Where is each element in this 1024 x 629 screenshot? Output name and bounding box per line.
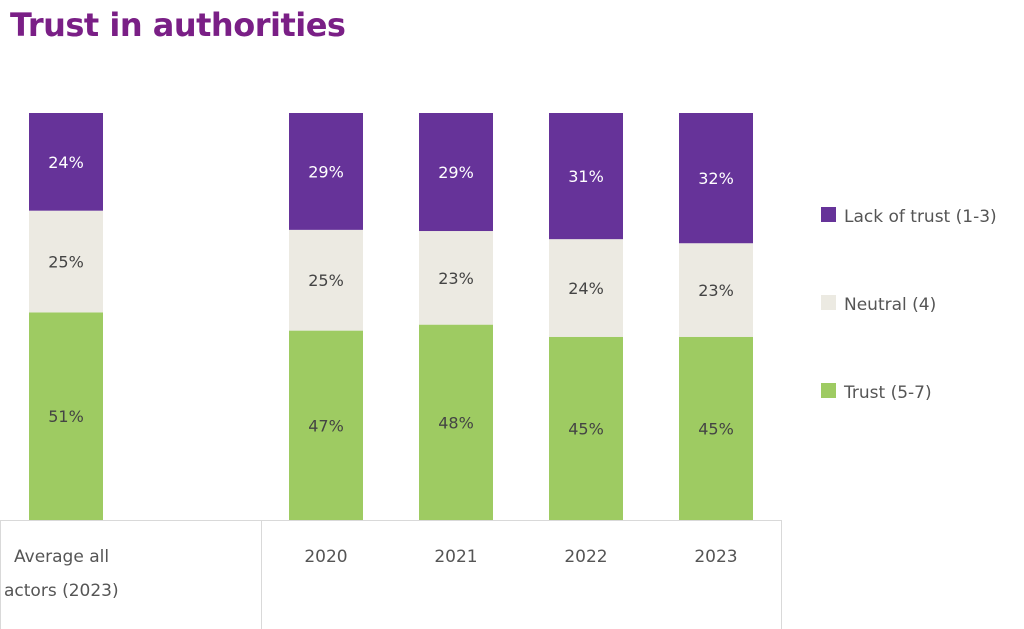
bar-segment — [419, 231, 493, 325]
bar-segment — [289, 229, 363, 331]
data-label: 47% — [308, 416, 344, 435]
data-label: 23% — [438, 269, 474, 288]
data-label: 48% — [438, 413, 474, 432]
legend-label: Neutral (4) — [844, 295, 936, 315]
bar-segment — [549, 239, 623, 337]
data-label: 32% — [698, 169, 734, 188]
data-label: 29% — [438, 163, 474, 182]
category-label: Average all — [14, 547, 109, 567]
data-label: 24% — [568, 279, 604, 298]
data-label: 45% — [698, 419, 734, 438]
data-label: 51% — [48, 407, 84, 426]
legend-swatch — [821, 207, 836, 222]
bar-segment — [29, 210, 103, 313]
legend-label: Trust (5-7) — [843, 383, 932, 403]
bar-segment — [419, 324, 493, 520]
bar-segment — [549, 113, 623, 240]
category-label: 2020 — [304, 547, 347, 567]
category-label: 2021 — [434, 547, 477, 567]
bar-segment — [289, 113, 363, 230]
legend-swatch — [821, 383, 836, 398]
category-label: 2022 — [564, 547, 607, 567]
chart-title: Trust in authorities — [10, 6, 346, 44]
bar-segment — [549, 336, 623, 520]
data-label: 23% — [698, 281, 734, 300]
data-label: 31% — [568, 167, 604, 186]
bar-segment — [29, 113, 103, 211]
data-label: 25% — [308, 271, 344, 290]
bar-segment — [679, 243, 753, 337]
category-label: 2023 — [694, 547, 737, 567]
bar-segment — [29, 312, 103, 520]
data-label: 24% — [48, 153, 84, 172]
data-label: 45% — [568, 419, 604, 438]
data-label: 29% — [308, 162, 344, 181]
bar-segment — [419, 113, 493, 232]
legend-swatch — [821, 295, 836, 310]
data-label: 25% — [48, 253, 84, 272]
bar-segment — [679, 336, 753, 520]
category-label: actors (2023) — [4, 581, 119, 601]
bar-segment — [289, 330, 363, 520]
legend-label: Lack of trust (1-3) — [844, 207, 997, 227]
bar-segment — [679, 113, 753, 244]
